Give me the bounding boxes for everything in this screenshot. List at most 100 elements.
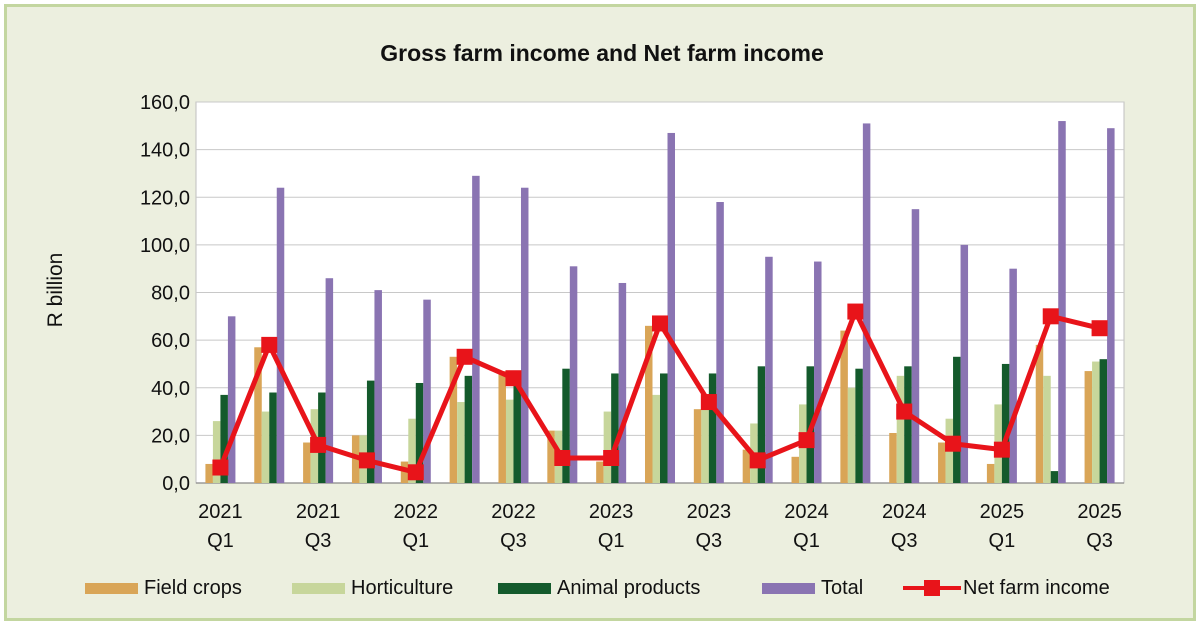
x-tick-label-quarter: Q3 [305,530,332,552]
bar-field-crops [547,430,555,483]
bar-total [325,278,334,483]
marker-net-farm-income [749,452,766,469]
marker-net-farm-income [310,436,327,453]
bar-horticulture [457,402,465,483]
bar-field-crops [938,442,946,483]
bar-field-crops [889,432,897,483]
x-tick-label-quarter: Q1 [793,530,820,552]
bar-field-crops [645,325,653,483]
legend-line-net-farm-income [903,578,961,598]
bar-animal-products [904,366,912,483]
y-tick-label: 80,0 [151,283,190,305]
bar-animal-products [855,368,863,483]
legend-item-animal-products: Animal products [498,574,700,602]
bar-field-crops [742,449,751,483]
bar-field-crops [693,409,702,483]
marker-net-farm-income [261,336,278,353]
bar-horticulture [1092,361,1100,483]
bar-total [520,187,529,483]
bar-animal-products [1001,363,1010,483]
bar-field-crops [303,442,311,483]
legend: Field crops Horticulture Animal products… [0,574,1204,604]
x-tick-label-quarter: Q3 [695,530,722,552]
bar-field-crops [400,461,409,483]
x-tick-label-year: 2023 [589,501,634,523]
bar-field-crops [596,461,604,483]
bar-horticulture [652,394,660,483]
bar-total [227,316,236,483]
y-tick-label: 160,0 [140,92,190,114]
bar-total [862,123,871,484]
bar-horticulture [212,421,221,483]
bar-total [618,282,627,483]
y-tick-label: 140,0 [140,140,190,162]
legend-swatch-field-crops [85,582,138,594]
legend-item-total: Total [762,574,863,602]
bar-total [667,132,675,484]
bar-horticulture [505,399,514,483]
bar-total [814,261,822,483]
x-tick-label-year: 2024 [882,501,927,523]
legend-swatch-animal-products [498,582,551,594]
bar-animal-products [269,392,277,483]
bar-animal-products [660,373,668,483]
bar-total [1058,121,1066,484]
bar-animal-products [757,366,766,483]
legend-swatch-horticulture [292,582,345,594]
x-tick-label-year: 2023 [687,501,732,523]
legend-label: Field crops [144,576,242,599]
marker-net-farm-income [798,432,815,449]
bar-total [423,299,431,483]
legend-label: Horticulture [351,576,454,599]
x-tick-label-quarter: Q3 [891,530,918,552]
x-tick-label-year: 2021 [296,501,341,523]
marker-net-farm-income [945,435,962,452]
y-tick-label: 120,0 [140,187,190,209]
bar-total [911,209,920,483]
bar-total [765,256,773,483]
bar-total [472,175,480,483]
legend-label: Total [821,576,864,599]
bar-horticulture [896,375,905,483]
marker-net-farm-income [456,348,473,365]
x-tick-label-year: 2021 [198,501,243,523]
legend-item-horticulture: Horticulture [292,574,453,602]
marker-net-farm-income [1042,308,1059,325]
y-tick-label: 100,0 [140,235,190,257]
x-tick-label-year: 2025 [980,501,1025,523]
bar-horticulture [1043,375,1051,483]
bar-animal-products [513,378,521,483]
bar-total [1009,268,1017,483]
y-tick-label: 20,0 [151,425,190,447]
bar-animal-products [415,382,424,483]
bar-animal-products [220,394,228,483]
bar-field-crops [1084,371,1093,483]
bar-animal-products [611,373,619,483]
x-tick-label-quarter: Q3 [500,530,527,552]
legend-label: Net farm income [963,576,1110,599]
marker-net-farm-income [993,441,1010,458]
plot-area: 0,0 20,0 40,0 60,0 80,0 100,0 120,0 140,0 160,0 2… [140,92,1125,552]
y-tick-label: 0,0 [162,473,190,495]
bar-field-crops [1035,344,1044,483]
bar-field-crops [840,330,848,483]
bar-total [716,202,724,483]
bar-animal-products [708,373,717,483]
chart-title: Gross farm income and Net farm income [380,40,824,66]
bar-total [276,187,285,483]
bar-field-crops [791,456,800,483]
marker-net-farm-income [700,394,717,411]
legend-item-net-farm-income: Net farm income [903,574,1110,602]
marker-net-farm-income [358,452,375,469]
legend-item-field-crops: Field crops [85,574,242,602]
bar-horticulture [847,387,856,483]
marker-net-farm-income [652,315,668,332]
bar-field-crops [986,463,995,483]
x-tick-label-year: 2025 [1077,501,1122,523]
bar-animal-products [366,380,375,483]
bar-total [569,266,578,483]
legend-label: Animal products [557,576,701,599]
bar-total [1107,128,1115,483]
bar-field-crops [449,356,458,483]
x-tick-label-quarter: Q1 [989,530,1016,552]
